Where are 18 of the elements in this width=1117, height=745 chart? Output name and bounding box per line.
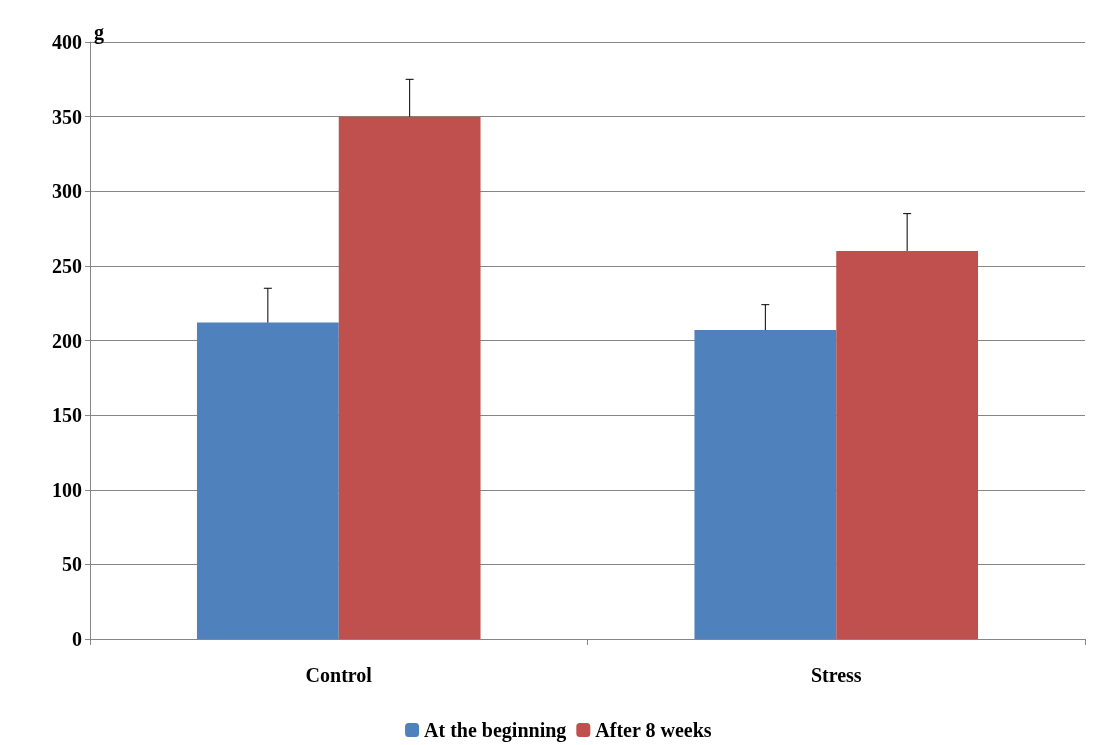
y-tick-label: 300 [52,180,82,203]
y-tick-label: 100 [52,478,82,501]
legend-label: After 8 weeks [595,719,712,741]
bar [836,250,979,639]
y-tick-label: 50 [62,553,82,576]
y-axis-title: g [94,21,104,44]
y-tick-label: 0 [72,628,82,650]
y-tick-label: 150 [52,404,82,427]
bar [694,330,837,639]
bar [196,322,339,639]
x-tick-label: Control [305,664,373,686]
y-tick-label: 200 [52,329,82,352]
x-tick-label: Stress [810,664,862,686]
y-tick-label: 350 [52,105,82,128]
y-tick-label: 250 [52,254,82,277]
legend-label: At the beginning [424,719,567,742]
bar [338,116,481,639]
y-tick-label: 400 [52,31,82,53]
